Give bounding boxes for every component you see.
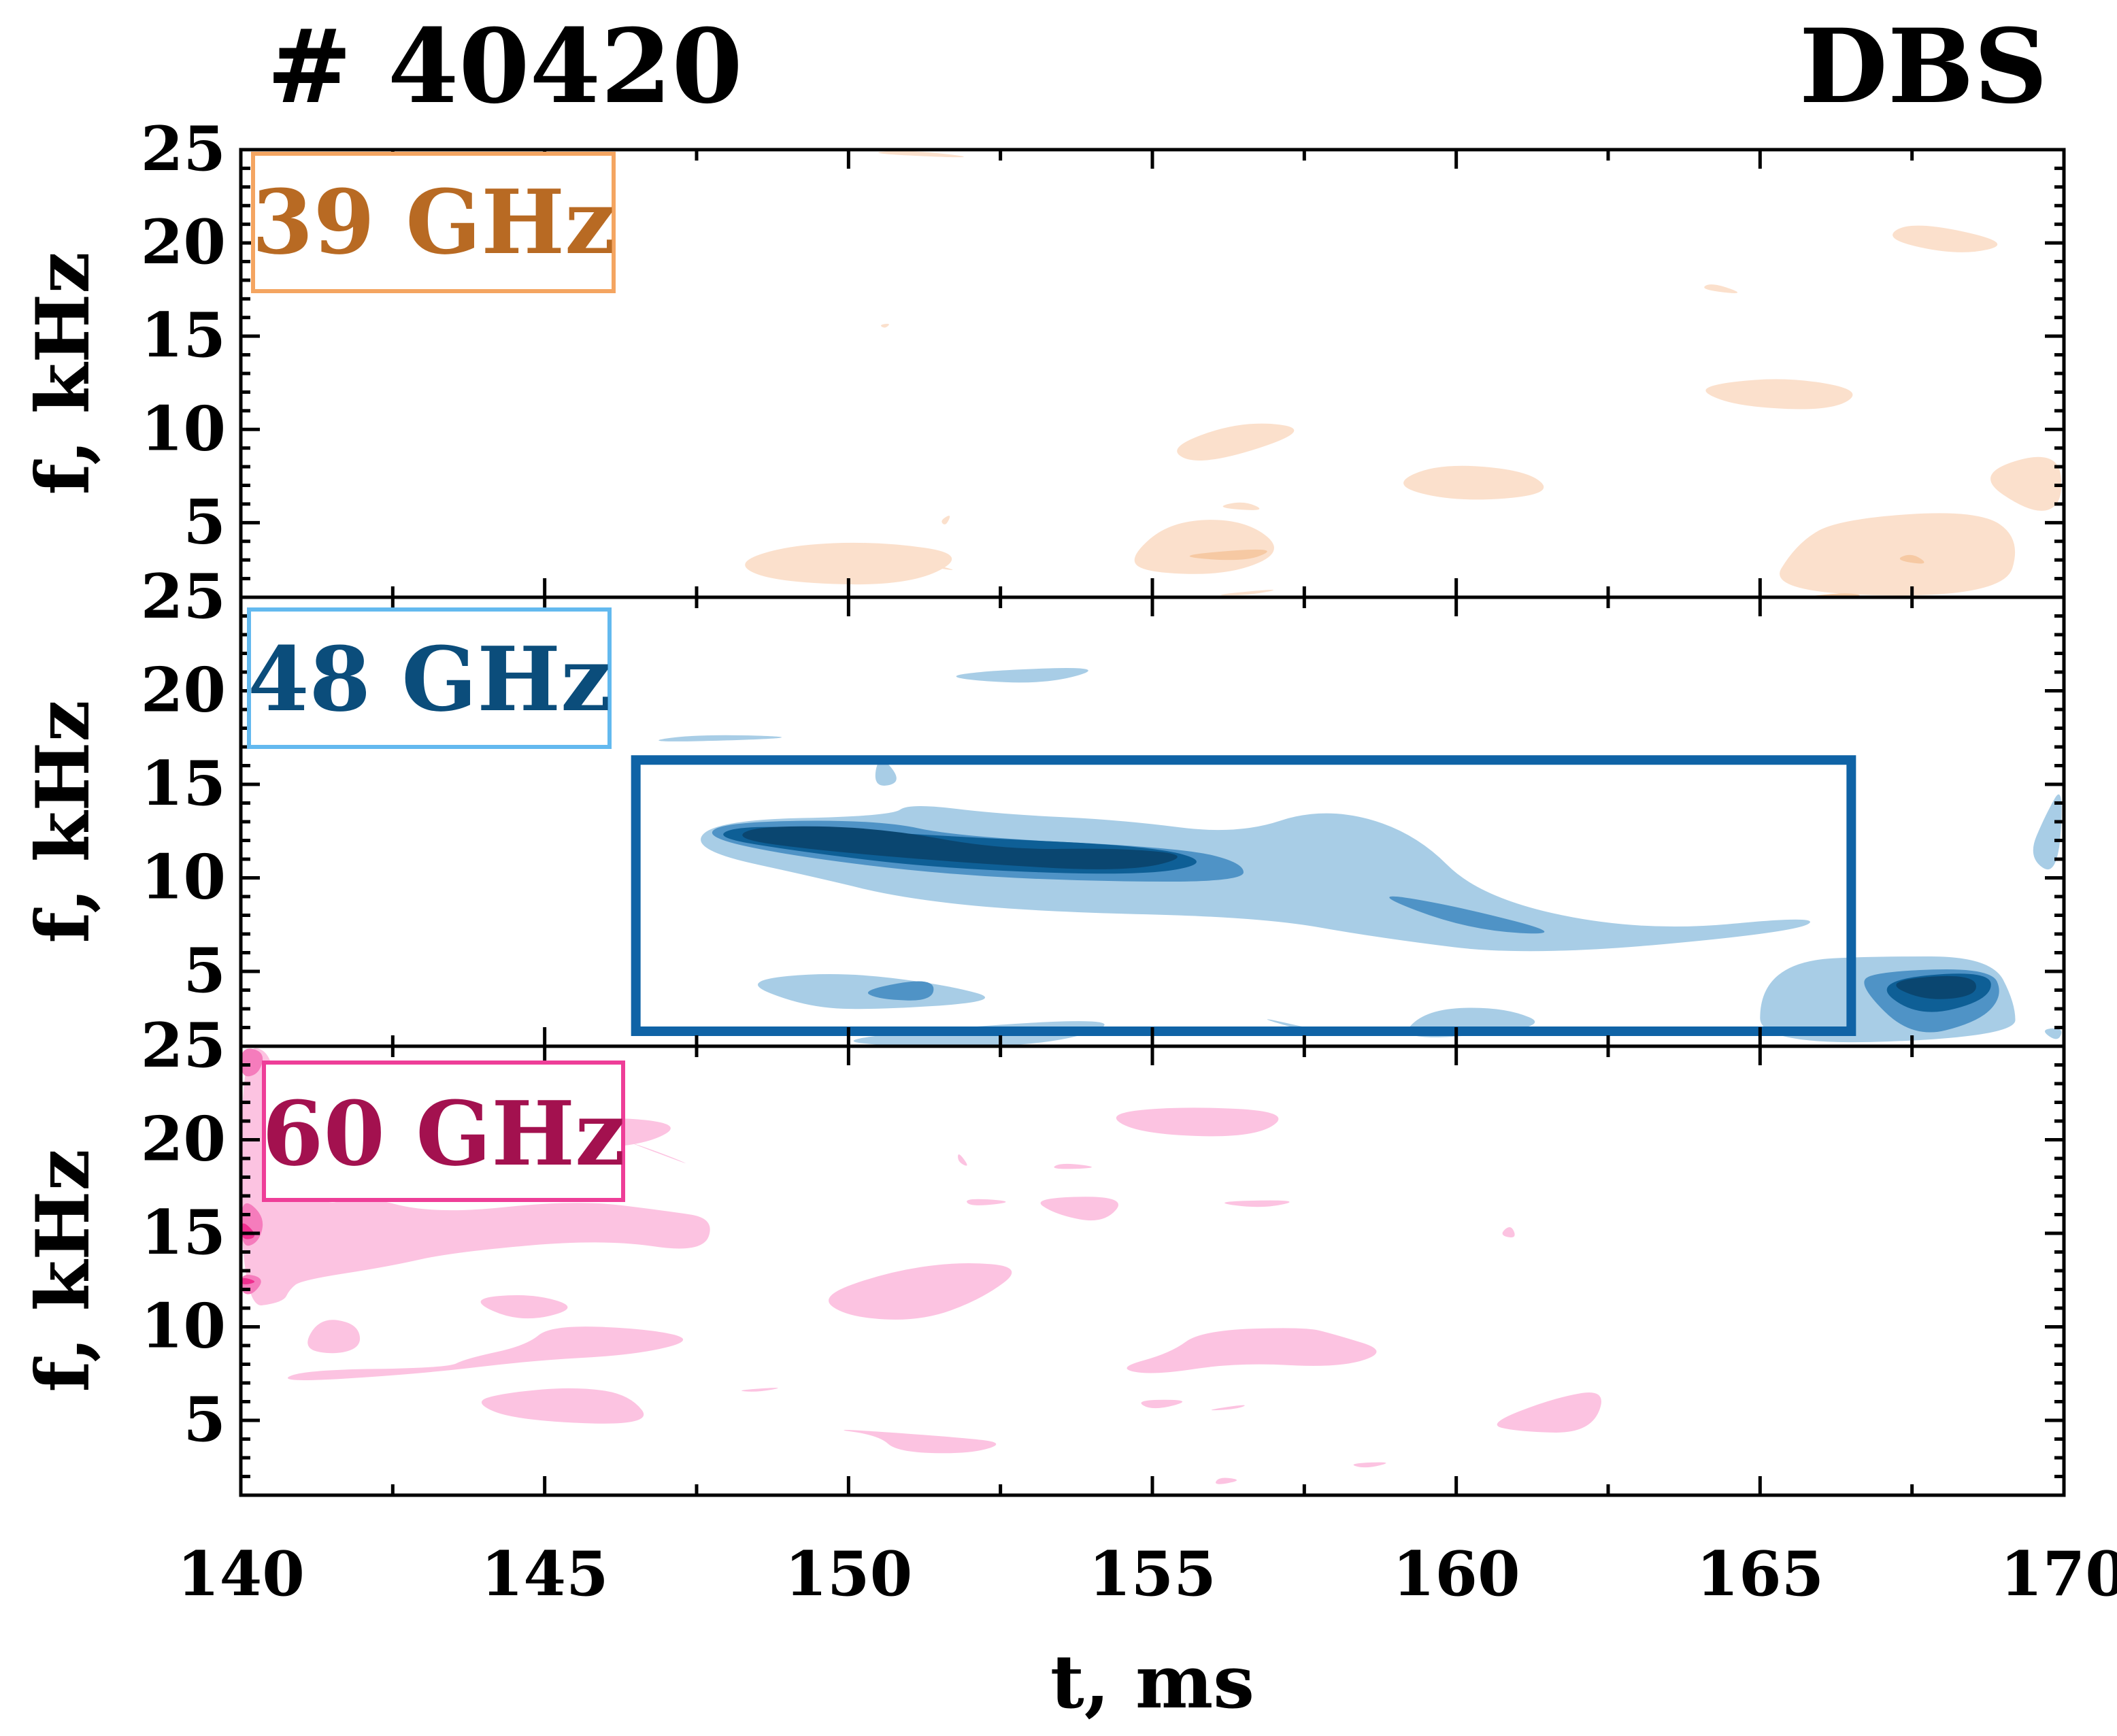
x-tick-label: 160 bbox=[1393, 1538, 1520, 1610]
contour-region-level-0 bbox=[745, 542, 952, 585]
panel-48ghz-contours bbox=[659, 668, 2062, 1046]
panel-60ghz-label-box: 60 GHz bbox=[262, 1061, 625, 1202]
panel-39ghz-label: 39 GHz bbox=[252, 170, 615, 274]
contour-region-level-0 bbox=[967, 1199, 1006, 1205]
contour-region-level-0 bbox=[935, 566, 953, 570]
contour-region-level-0 bbox=[1780, 513, 2016, 596]
panel-39ghz-contours bbox=[745, 150, 2062, 597]
contour-region-level-0 bbox=[2033, 794, 2062, 870]
contour-region-level-1 bbox=[1899, 554, 1924, 564]
contour-region-level-0 bbox=[2044, 1028, 2062, 1039]
contour-region-level-0 bbox=[632, 1143, 686, 1164]
y-tick-label: 20 bbox=[141, 654, 226, 727]
x-tick-label: 170 bbox=[2000, 1538, 2117, 1610]
y-tick-label: 20 bbox=[141, 1103, 226, 1175]
contour-region-level-0 bbox=[1177, 423, 1295, 461]
contour-region-level-0 bbox=[1403, 465, 1544, 500]
y-tick-label: 20 bbox=[141, 206, 226, 278]
x-axis-label: t, ms bbox=[1050, 1639, 1254, 1725]
panel-60ghz-label: 60 GHz bbox=[262, 1082, 625, 1186]
contour-region-level-0 bbox=[480, 1295, 568, 1319]
panel-48ghz-label: 48 GHz bbox=[248, 627, 611, 731]
contour-region-level-0 bbox=[1134, 520, 1274, 574]
panel-60ghz-ylabel: f, kHz bbox=[20, 1149, 106, 1392]
contour-region-level-1 bbox=[241, 1048, 263, 1077]
contour-region-level-0 bbox=[1211, 1405, 1245, 1411]
contour-region-level-0 bbox=[875, 761, 897, 786]
contour-region-level-2 bbox=[241, 1223, 255, 1239]
x-tick-label: 165 bbox=[1696, 1538, 1824, 1610]
contour-region-level-0 bbox=[1054, 1163, 1092, 1169]
contour-region-level-0 bbox=[1222, 502, 1260, 510]
contour-region-level-1 bbox=[867, 981, 934, 1001]
contour-region-level-0 bbox=[1040, 1197, 1118, 1221]
contour-region-level-1 bbox=[1389, 896, 1545, 934]
contour-region-level-0 bbox=[1704, 284, 1738, 293]
contour-region-level-0 bbox=[958, 1154, 967, 1166]
contour-region-level-0 bbox=[1216, 1478, 1237, 1484]
x-tick-label: 145 bbox=[481, 1538, 609, 1610]
y-tick-label: 10 bbox=[141, 1290, 226, 1363]
panel-39ghz-label-box: 39 GHz bbox=[251, 152, 616, 293]
y-tick-label: 15 bbox=[141, 1197, 226, 1269]
y-tick-label: 5 bbox=[183, 935, 226, 1007]
contour-region-level-0 bbox=[956, 668, 1088, 683]
y-tick-label: 5 bbox=[183, 486, 226, 558]
y-tick-label: 25 bbox=[141, 113, 226, 185]
shot-number-label: # 40420 bbox=[267, 7, 743, 127]
y-tick-label: 15 bbox=[141, 299, 226, 371]
contour-region-level-0 bbox=[1224, 1200, 1290, 1207]
highlight-rectangle bbox=[631, 755, 1856, 1036]
contour-region-level-0 bbox=[1127, 1328, 1377, 1373]
contour-region-level-3 bbox=[742, 826, 1178, 869]
x-tick-label: 150 bbox=[784, 1538, 912, 1610]
x-tick-label: 155 bbox=[1088, 1538, 1216, 1610]
contour-region-level-0 bbox=[1116, 1107, 1279, 1137]
contour-region-level-0 bbox=[481, 1388, 644, 1424]
contour-region-level-0 bbox=[941, 516, 950, 524]
contour-region-level-0 bbox=[829, 1263, 1012, 1320]
contour-region-level-0 bbox=[1141, 1399, 1183, 1409]
x-tick-label: 140 bbox=[177, 1538, 305, 1610]
panel-39ghz-ylabel: f, kHz bbox=[20, 252, 106, 495]
y-tick-label: 5 bbox=[183, 1384, 226, 1456]
y-tick-label: 25 bbox=[141, 1009, 226, 1082]
panel-48ghz-label-box: 48 GHz bbox=[247, 607, 612, 749]
panel-48ghz-ylabel: f, kHz bbox=[20, 700, 106, 944]
contour-region-level-0 bbox=[287, 1326, 684, 1380]
contour-region-level-3 bbox=[1896, 975, 1976, 999]
contour-region-level-0 bbox=[880, 323, 889, 328]
contour-region-level-0 bbox=[1705, 379, 1853, 410]
diagnostic-label: DBS bbox=[1799, 7, 2048, 127]
contour-region-level-0 bbox=[741, 1388, 778, 1392]
contour-region-level-0 bbox=[1220, 590, 1274, 596]
contour-region-level-0 bbox=[844, 1430, 997, 1454]
contour-region-level-0 bbox=[659, 735, 782, 741]
contour-region-level-0 bbox=[1353, 1462, 1386, 1468]
contour-region-level-0 bbox=[1502, 1226, 1515, 1238]
y-tick-label: 10 bbox=[141, 393, 226, 465]
y-tick-label: 15 bbox=[141, 748, 226, 820]
contour-region-level-0 bbox=[307, 1320, 361, 1354]
contour-region-level-0 bbox=[878, 150, 964, 158]
contour-region-level-0 bbox=[1893, 225, 1998, 252]
contour-region-level-0 bbox=[1497, 1392, 1601, 1433]
y-tick-label: 10 bbox=[141, 841, 226, 914]
contour-region-level-2 bbox=[241, 1278, 255, 1285]
contour-region-level-0 bbox=[1990, 456, 2062, 511]
panel-60ghz-frame bbox=[239, 1044, 2066, 1497]
contour-region-level-1 bbox=[1189, 549, 1267, 561]
y-tick-label: 25 bbox=[141, 561, 226, 633]
